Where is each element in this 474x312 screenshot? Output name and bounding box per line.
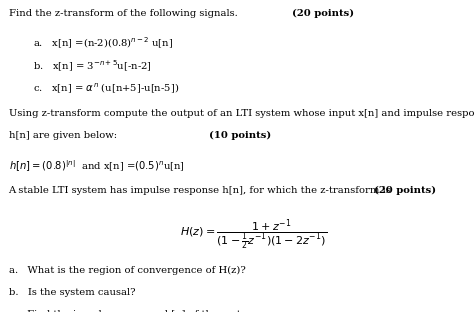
Text: b.   x[n] = 3$^{-n+5}$u[-n-2]: b. x[n] = 3$^{-n+5}$u[-n-2] xyxy=(33,59,152,74)
Text: h[n] are given below:: h[n] are given below: xyxy=(9,131,117,140)
Text: c.   Find the impulse response h[n] of the system.: c. Find the impulse response h[n] of the… xyxy=(9,310,259,312)
Text: (20 points): (20 points) xyxy=(374,186,437,195)
Text: a.   What is the region of convergence of H(z)?: a. What is the region of convergence of … xyxy=(9,266,245,275)
Text: c.   x[n] = $\alpha^n$ (u[n+5]-u[n-5]): c. x[n] = $\alpha^n$ (u[n+5]-u[n-5]) xyxy=(33,81,180,95)
Text: (10 points): (10 points) xyxy=(209,131,271,140)
Text: (20 points): (20 points) xyxy=(292,9,354,18)
Text: $H(z) = \dfrac{1 + z^{-1}}{(1 - \frac{1}{2}z^{-1})(1 - 2z^{-1})}$: $H(z) = \dfrac{1 + z^{-1}}{(1 - \frac{1}… xyxy=(180,217,327,252)
Text: $h[n] = (0.8)^{|n|}$  and x[n] =$(0.5)^n$u[n]: $h[n] = (0.8)^{|n|}$ and x[n] =$(0.5)^n$… xyxy=(9,158,184,174)
Text: Using z-transform compute the output of an LTI system whose input x[n] and impul: Using z-transform compute the output of … xyxy=(9,109,474,118)
Text: a.   x[n] =(n-2)(0.8)$^{n-2}$ u[n]: a. x[n] =(n-2)(0.8)$^{n-2}$ u[n] xyxy=(33,36,173,51)
Text: A stable LTI system has impulse response h[n], for which the z-transform is: A stable LTI system has impulse response… xyxy=(9,186,391,195)
Text: Find the z-transform of the following signals.: Find the z-transform of the following si… xyxy=(9,9,237,18)
Text: b.   Is the system causal?: b. Is the system causal? xyxy=(9,288,135,297)
